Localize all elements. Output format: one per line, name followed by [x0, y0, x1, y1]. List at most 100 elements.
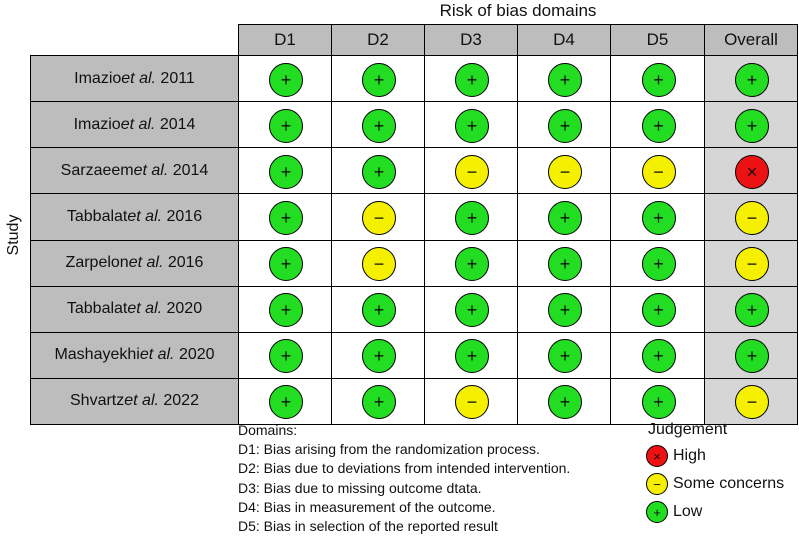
low-judgement-dot: + [269, 339, 303, 374]
domains-legend: Domains: D1: Bias arising from the rando… [238, 421, 570, 536]
study-etal: et al. [121, 69, 156, 87]
judgement-legend-label: High [673, 447, 706, 464]
judgement-cell: + [517, 377, 611, 425]
study-author: Tabbalat [66, 300, 128, 318]
low-judgement-dot: + [455, 108, 489, 143]
low-judgement-dot: + [362, 108, 396, 143]
low-judgement-dot: + [641, 247, 676, 282]
some-symbol-glyph: − [559, 161, 571, 182]
low-symbol-glyph: + [373, 392, 385, 413]
low-judgement-dot: + [548, 62, 582, 97]
low-symbol-glyph: + [280, 300, 292, 321]
low-judgement-dot: + [455, 293, 489, 328]
judgement-cell: + [610, 377, 705, 425]
judgement-cell: + [331, 285, 425, 333]
low-symbol-glyph: + [280, 392, 292, 413]
some-judgement-dot: − [362, 200, 396, 235]
study-author: Zarpelon [65, 254, 129, 272]
some-judgement-dot: − [735, 200, 769, 235]
judgement-cell: + [331, 55, 425, 103]
low-symbol-glyph: + [280, 69, 292, 90]
judgement-cell: + [610, 285, 705, 333]
some-legend-dot: − [646, 473, 668, 495]
low-judgement-dot: + [362, 385, 396, 420]
judgement-cell: − [517, 147, 611, 195]
study-label: Zarpelon et al. 2016 [30, 239, 239, 287]
low-symbol-glyph: + [746, 69, 758, 90]
column-header-d1: D1 [238, 24, 332, 56]
judgement-cell: − [331, 239, 425, 287]
study-year: 2020 [162, 300, 203, 318]
low-symbol-glyph: + [373, 115, 385, 136]
some-symbol-glyph: − [653, 476, 661, 492]
study-year: 2020 [174, 346, 215, 364]
judgement-cell: + [517, 193, 611, 241]
domain-description: D2: Bias due to deviations from intended… [238, 460, 571, 477]
study-year: 2014 [155, 115, 196, 133]
judgement-cell: + [610, 55, 705, 103]
some-symbol-glyph: − [746, 207, 758, 228]
some-symbol-glyph: − [653, 161, 664, 182]
low-judgement-dot: + [641, 200, 676, 235]
low-symbol-glyph: + [653, 69, 664, 90]
judgement-cell: − [424, 377, 518, 425]
judgement-cell: − [331, 193, 425, 241]
judgement-legend-title: Judgement [648, 421, 728, 438]
low-symbol-glyph: + [746, 300, 758, 321]
judgement-cell: + [517, 285, 611, 333]
low-judgement-dot: + [269, 200, 303, 235]
judgement-cell: + [517, 239, 611, 287]
study-author: Imazio [74, 69, 122, 87]
low-judgement-dot: + [269, 247, 303, 282]
low-symbol-glyph: + [466, 115, 478, 136]
low-symbol-glyph: + [373, 161, 385, 182]
low-judgement-dot: + [548, 200, 582, 235]
low-symbol-glyph: + [746, 346, 758, 367]
judgement-cell: + [238, 377, 332, 425]
study-author: Mashayekhi [54, 346, 140, 364]
low-judgement-dot: + [641, 385, 676, 420]
domain-description: D4: Bias in measurement of the outcome. [238, 498, 496, 515]
study-author: Sarzaeem [60, 161, 134, 179]
judgement-cell: + [704, 285, 798, 333]
study-etal: et al. [120, 115, 156, 133]
low-judgement-dot: + [455, 62, 489, 97]
low-judgement-dot: + [455, 247, 489, 282]
judgement-cell: + [424, 55, 518, 103]
judgement-cell: + [610, 239, 705, 287]
figure-title: Risk of bias domains [439, 1, 597, 20]
study-author: Tabbalat [66, 207, 128, 225]
judgement-cell: + [238, 147, 332, 195]
low-symbol-glyph: + [653, 115, 664, 136]
low-symbol-glyph: + [653, 346, 664, 367]
low-symbol-glyph: + [653, 254, 664, 275]
judgement-cell: + [610, 331, 705, 379]
judgement-cell: × [704, 147, 798, 195]
some-judgement-dot: − [735, 385, 769, 420]
study-year: 2016 [163, 254, 204, 272]
study-year: 2022 [158, 392, 199, 410]
judgement-cell: + [704, 101, 798, 149]
low-symbol-glyph: + [280, 207, 292, 228]
judgement-cell: + [610, 193, 705, 241]
low-symbol-glyph: + [559, 69, 571, 90]
judgement-cell: + [331, 377, 425, 425]
low-symbol-glyph: + [466, 346, 478, 367]
low-symbol-glyph: + [653, 300, 664, 321]
judgement-cell: + [424, 101, 518, 149]
domain-description: D3: Bias due to missing outcome dtata. [238, 479, 482, 496]
low-judgement-dot: + [362, 62, 396, 97]
low-symbol-glyph: + [280, 254, 292, 275]
low-judgement-dot: + [735, 108, 769, 143]
low-symbol-glyph: + [653, 207, 664, 228]
study-year: 2011 [155, 69, 195, 87]
low-symbol-glyph: + [559, 392, 571, 413]
low-symbol-glyph: + [466, 207, 478, 228]
judgement-cell: + [424, 193, 518, 241]
low-symbol-glyph: + [559, 207, 571, 228]
some-judgement-dot: − [548, 154, 582, 189]
low-symbol-glyph: + [466, 69, 478, 90]
judgement-cell: + [517, 331, 611, 379]
some-symbol-glyph: − [373, 254, 385, 275]
